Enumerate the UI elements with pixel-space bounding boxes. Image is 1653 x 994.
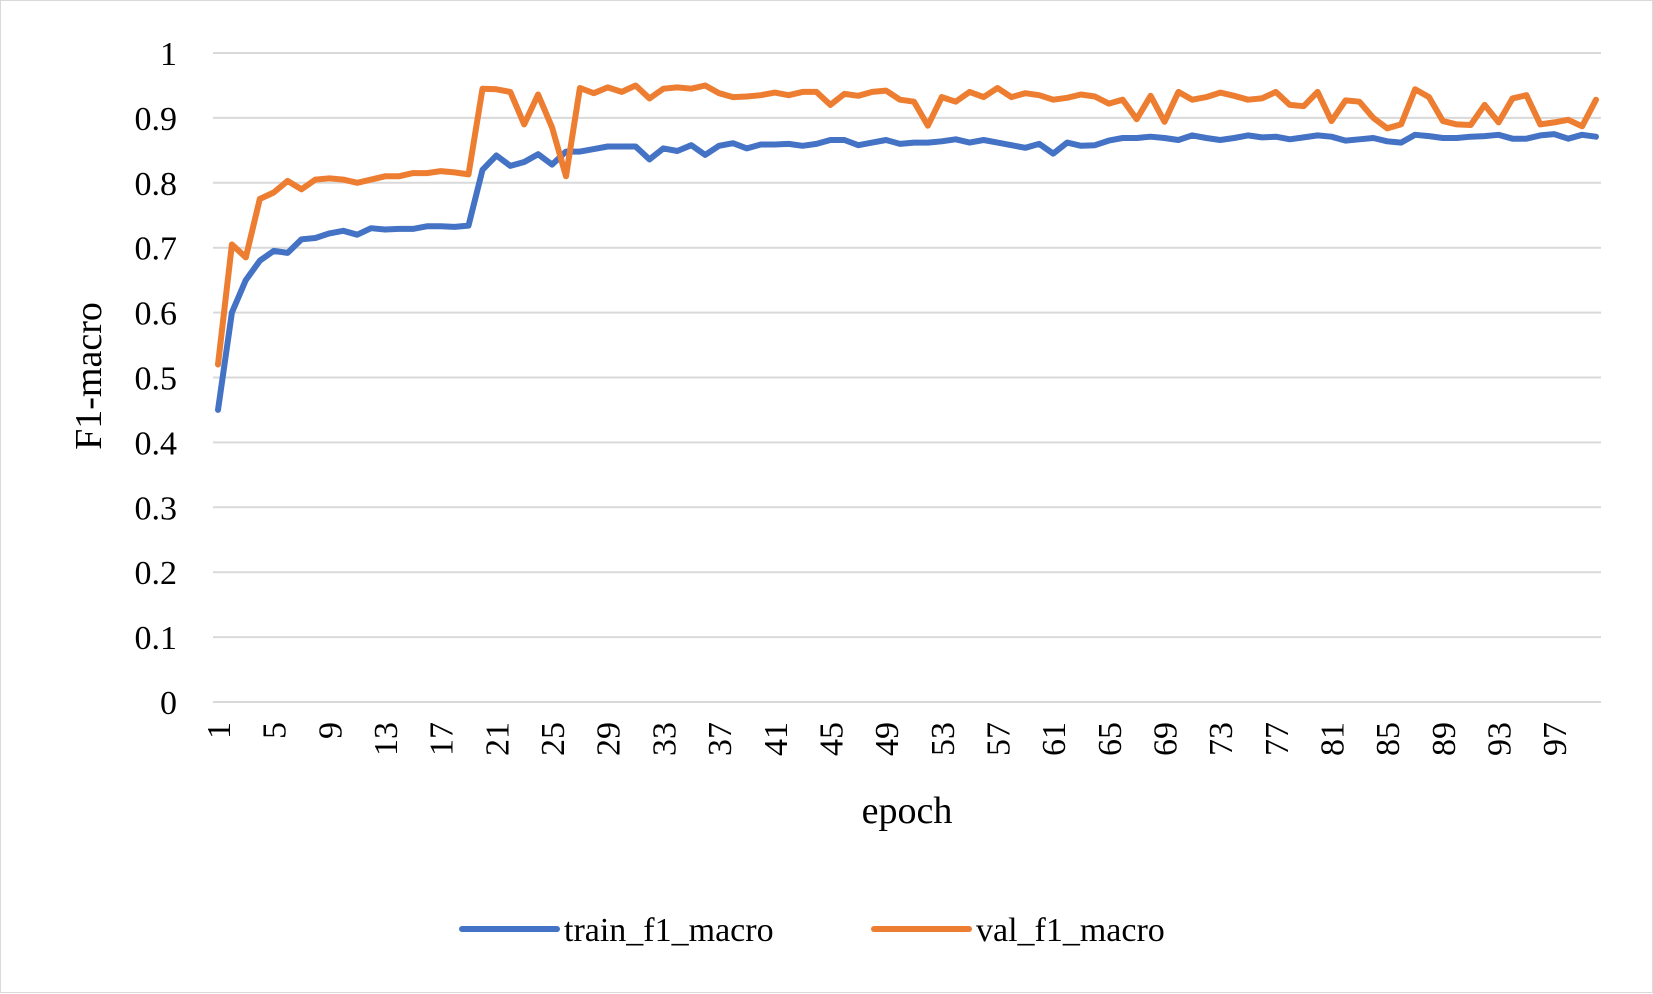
x-tick-label: 97	[1537, 722, 1574, 756]
legend-label: val_f1_macro	[976, 912, 1165, 949]
x-tick-label: 33	[646, 722, 683, 756]
y-tick-label: 0.9	[135, 101, 178, 138]
y-tick-label: 0.2	[135, 555, 178, 592]
y-tick-label: 0.8	[135, 166, 178, 203]
x-tick-label: 1	[201, 722, 238, 739]
y-axis-title: F1-macro	[68, 302, 110, 450]
x-tick-label: 81	[1315, 722, 1352, 756]
x-tick-label: 25	[535, 722, 572, 756]
x-tick-label: 29	[591, 722, 628, 756]
x-tick-label: 13	[368, 722, 405, 756]
x-tick-label: 17	[424, 722, 461, 756]
x-tick-label: 57	[980, 722, 1017, 756]
x-tick-label: 21	[479, 722, 516, 756]
y-tick-label: 0.4	[135, 425, 178, 462]
x-tick-label: 45	[813, 722, 850, 756]
y-tick-label: 0.3	[135, 490, 178, 527]
x-tick-label: 93	[1482, 722, 1519, 756]
x-tick-label: 77	[1259, 722, 1296, 756]
legend-label: train_f1_macro	[564, 912, 774, 949]
x-tick-label: 9	[312, 722, 349, 739]
x-tick-label: 89	[1426, 722, 1463, 756]
x-axis-title: epoch	[862, 790, 953, 832]
x-tick-label: 37	[702, 722, 739, 756]
x-tick-label: 53	[925, 722, 962, 756]
x-tick-label: 49	[869, 722, 906, 756]
y-tick-label: 0.6	[135, 296, 178, 333]
x-tick-label: 5	[257, 722, 294, 739]
x-tick-label: 65	[1092, 722, 1129, 756]
x-tick-label: 61	[1036, 722, 1073, 756]
y-tick-label: 0.7	[135, 231, 178, 268]
legend: train_f1_macro val_f1_macro	[462, 912, 1165, 949]
x-tick-label: 73	[1203, 722, 1240, 756]
y-tick-label: 0	[160, 685, 177, 722]
y-tick-label: 1	[160, 36, 177, 73]
x-tick-label: 41	[758, 722, 795, 756]
y-tick-label: 0.5	[135, 361, 178, 398]
x-tick-label: 85	[1370, 722, 1407, 756]
x-tick-label: 69	[1148, 722, 1185, 756]
y-tick-label: 0.1	[135, 620, 178, 657]
